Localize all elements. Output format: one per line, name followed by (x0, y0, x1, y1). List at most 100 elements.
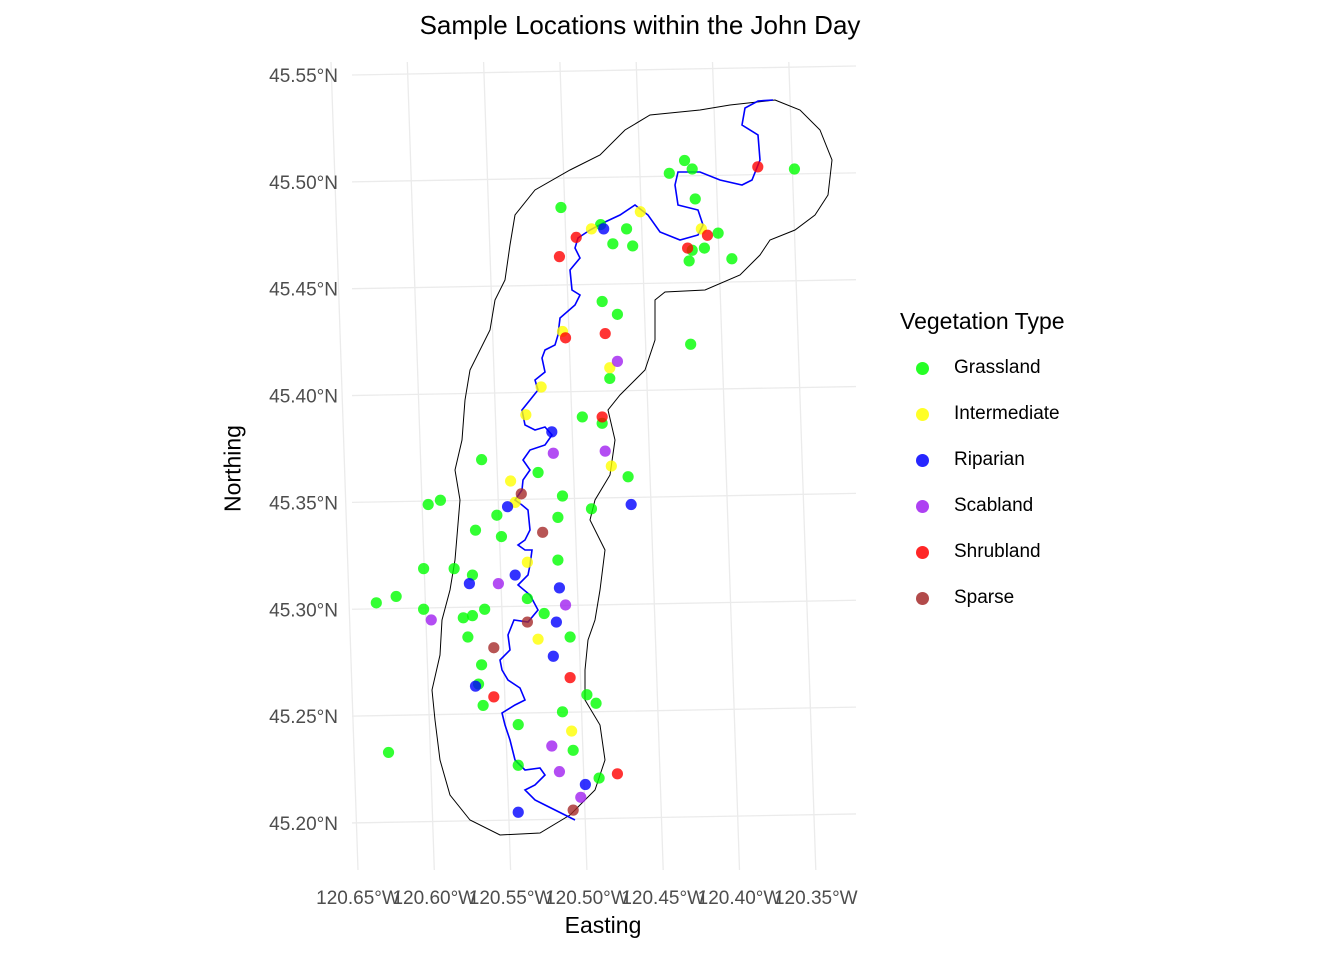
x-axis-label: Easting (564, 912, 642, 938)
point-grassland (726, 253, 738, 265)
y-gridline (351, 385, 857, 397)
legend-key-dot (916, 453, 929, 467)
y-tick-label: 45.35°N (269, 493, 338, 514)
point-grassland (596, 295, 608, 308)
legend-label: Intermediate (954, 403, 1060, 424)
point-shrubland (599, 327, 611, 340)
point-grassland (678, 154, 691, 167)
point-grassland (476, 659, 488, 671)
y-gridline (351, 599, 857, 610)
legend-item-scabland: Scabland (900, 483, 1065, 529)
y-tick-label: 45.45°N (269, 280, 338, 301)
point-grassland (564, 631, 576, 643)
point-riparian (579, 778, 591, 791)
x-tick-label: 120.55°W (469, 888, 553, 909)
point-grassland (448, 563, 460, 575)
point-shrubland (701, 229, 714, 241)
point-grassland (576, 411, 588, 423)
point-grassland (663, 167, 675, 179)
point-scabland (546, 740, 558, 752)
y-axis-label: Northing (219, 425, 246, 512)
point-shrubland (596, 411, 608, 423)
y-gridline (351, 65, 857, 76)
x-tick-label: 120.50°W (545, 888, 629, 909)
point-grassland (689, 193, 701, 205)
legend-key-dot (916, 407, 929, 421)
point-grassland (552, 554, 564, 566)
point-grassland (686, 163, 698, 175)
point-grassland (593, 772, 605, 784)
point-grassland (512, 719, 524, 731)
point-shrubland (570, 231, 582, 244)
point-grassland (390, 590, 402, 603)
grid-lines (330, 61, 857, 871)
point-riparian (509, 569, 521, 581)
point-grassland (457, 612, 469, 624)
point-grassland (712, 227, 724, 239)
y-tick-label: 45.20°N (269, 814, 338, 835)
legend-label: Scabland (954, 495, 1034, 516)
y-tick-label: 45.50°N (269, 173, 338, 194)
point-grassland (532, 466, 544, 479)
point-grassland (382, 746, 395, 759)
legend-item-shrubland: Shrubland (900, 529, 1065, 575)
point-grassland (555, 201, 567, 214)
point-intermediate (520, 409, 532, 421)
watershed-boundary (431, 99, 833, 836)
point-shrubland (611, 768, 624, 780)
point-grassland (698, 242, 711, 254)
point-grassland (418, 603, 430, 615)
point-intermediate (585, 223, 598, 235)
point-grassland (538, 607, 550, 620)
point-grassland (466, 610, 479, 622)
point-intermediate (505, 475, 517, 487)
legend-key-dot (916, 361, 929, 375)
x-tick-label: 120.40°W (698, 888, 782, 909)
x-tick-label: 120.60°W (392, 888, 476, 909)
legend-key-dot (916, 591, 929, 605)
y-tick-label: 45.55°N (269, 66, 338, 87)
point-scabland (492, 578, 504, 590)
point-grassland (683, 255, 695, 267)
point-grassland (585, 503, 598, 515)
point-grassland (422, 498, 434, 511)
y-gridline (351, 279, 857, 290)
point-grassland (788, 163, 801, 175)
point-sparse (567, 804, 579, 816)
point-scabland (553, 766, 566, 778)
point-scabland (425, 614, 437, 626)
point-grassland (611, 308, 624, 320)
x-gridline (635, 61, 664, 871)
point-sparse (515, 488, 527, 500)
point-intermediate (605, 460, 617, 472)
x-tick-label: 120.45°W (621, 888, 705, 909)
y-tick-label: 45.30°N (269, 600, 338, 621)
point-grassland (604, 372, 616, 385)
tick-labels: 120.65°W120.60°W120.55°W120.50°W120.45°W… (269, 66, 858, 909)
x-tick-label: 120.65°W (316, 888, 400, 909)
point-grassland (567, 744, 579, 756)
point-grassland (556, 490, 569, 502)
x-gridline (788, 61, 817, 871)
point-grassland (627, 240, 639, 252)
sample-points (370, 154, 801, 818)
point-sparse (537, 526, 549, 538)
x-gridline (406, 61, 435, 871)
x-gridline (711, 61, 741, 871)
y-gridline (351, 172, 857, 183)
legend-item-grassland: Grassland (900, 345, 1065, 391)
point-grassland (476, 454, 488, 466)
legend-key-dot (916, 545, 929, 559)
point-riparian (550, 616, 562, 628)
point-grassland (512, 759, 524, 771)
point-grassland (370, 597, 382, 609)
chart-title: Sample Locations within the John Day (419, 10, 861, 40)
point-scabland (575, 791, 587, 803)
point-shrubland (559, 332, 572, 344)
point-intermediate (604, 362, 616, 374)
point-scabland (559, 599, 572, 611)
y-tick-label: 45.40°N (269, 387, 338, 408)
x-gridline (482, 61, 512, 871)
x-gridline (559, 61, 588, 871)
point-grassland (479, 603, 491, 615)
